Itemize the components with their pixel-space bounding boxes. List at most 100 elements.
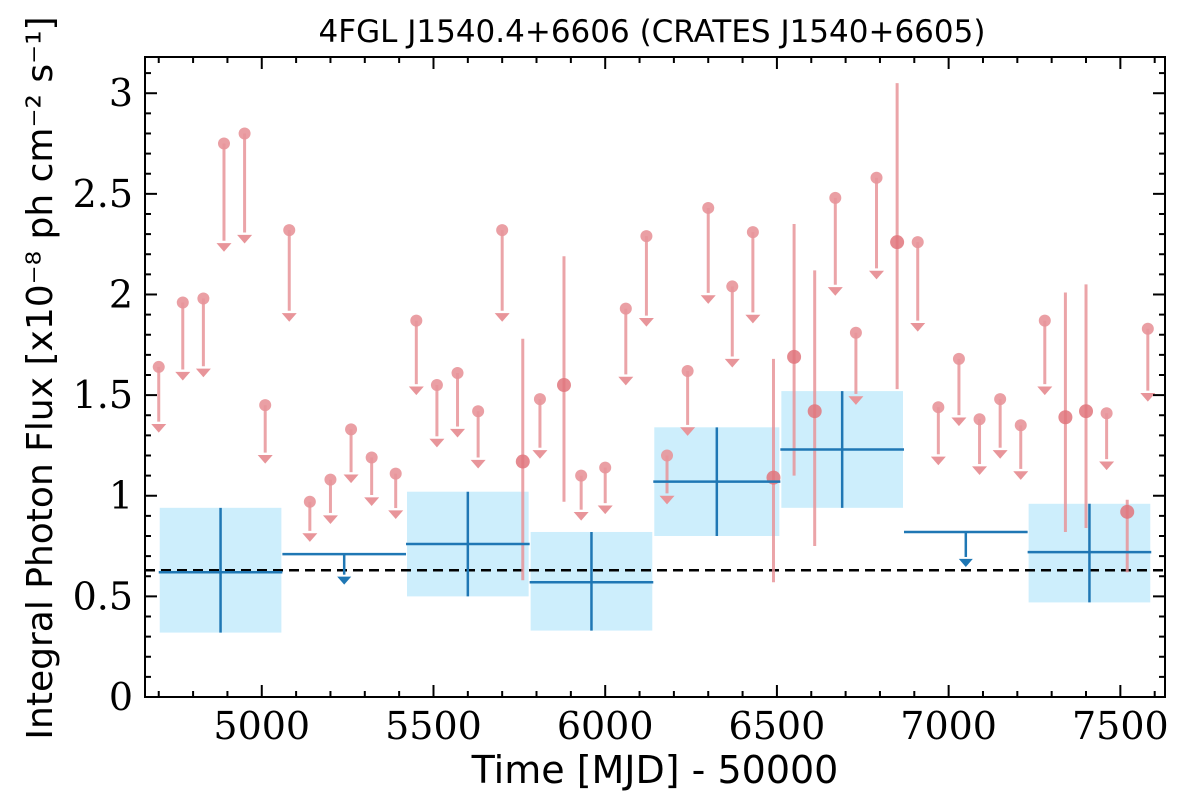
fine-upper-limit-arrow [869,270,885,280]
fine-detection-point [807,404,822,419]
fine-upper-limit-point [238,127,251,140]
fine-detection-point [1079,404,1094,419]
fine-upper-limit-point [681,364,694,377]
fine-upper-limit-arrow [429,438,445,448]
fine-upper-limit-point [911,236,924,249]
fine-upper-limit-point [702,201,715,214]
fine-upper-limit-arrow [237,234,253,244]
fine-upper-limit-point [451,366,464,379]
y-tick-label: 0.5 [73,574,133,618]
fine-upper-limit-arrow [659,495,675,505]
fine-upper-limit-arrow [951,417,967,427]
fine-detection-point [787,349,802,364]
fine-upper-limit-arrow [848,396,864,405]
x-tick-label: 5000 [213,704,310,748]
fine-upper-limit-point [152,360,165,373]
y-tick-label: 2 [109,272,133,316]
fine-upper-limit-arrow [638,318,654,327]
fine-upper-limit-point [472,405,485,418]
fine-upper-limit-point [410,314,423,327]
fine-upper-limit-arrow [910,322,926,332]
fine-upper-limit-arrow [408,386,424,396]
fine-upper-limit-point [746,226,759,239]
fine-upper-limit-point [829,191,842,204]
fine-upper-limit-point [599,461,612,474]
y-tick-label: 3 [109,71,133,115]
fine-upper-limit-arrow [573,512,589,521]
fine-detection-point [1058,410,1073,425]
fine-upper-limit-arrow [322,515,338,524]
fine-upper-limit-arrow [724,358,740,368]
fine-upper-limit-arrow [1099,461,1115,471]
fine-upper-limit-point [973,413,986,426]
fine-upper-limit-arrow [992,450,1008,459]
fine-upper-limit-arrow [195,368,211,378]
y-tick-label: 1 [109,474,133,518]
fine-upper-limit-point [496,224,509,237]
x-tick-label: 5500 [385,704,482,748]
fine-upper-limit-arrow [1140,393,1156,402]
plot-frame [144,56,1166,698]
y-tick-label: 1.5 [73,373,133,417]
x-tick-label: 6500 [729,704,826,748]
fine-upper-limit-point [1014,419,1027,432]
x-tick-label: 6000 [557,704,654,748]
fine-upper-limit-arrow [151,424,167,433]
fine-upper-limit-point [430,379,443,392]
fine-upper-limit-arrow [618,376,634,386]
fine-upper-limit-arrow [343,474,359,484]
fine-upper-limit-arrow [827,287,843,296]
fine-upper-limit-point [217,137,230,150]
fine-upper-limit-point [533,393,546,406]
y-tick-label: 2.5 [73,172,133,216]
y-axis-label: Integral Photon Flux [x10⁻⁸ ph cm⁻² s⁻¹] [20,16,61,739]
axes: 5000 5500 6000 6500 7000 7500 0 0.5 1 1.5 2 2.5 3 [73,57,1169,748]
fine-upper-limit-point [870,171,883,184]
fine-upper-limit-point [1141,322,1154,335]
fine-detection-point [890,235,905,250]
fine-upper-limit-point [932,401,945,414]
fine-upper-limit-arrow [930,456,946,466]
fine-upper-limit-arrow [494,313,510,322]
fine-upper-limit-point [661,449,674,462]
fine-upper-limit-point [324,473,337,486]
fine-upper-limit-point [1100,407,1113,420]
plot-area [145,83,1165,633]
x-tick-label: 7000 [900,704,997,748]
fine-upper-limit-point [197,292,210,305]
fine-upper-limit-arrow [700,295,716,304]
fine-upper-limit-arrow [388,510,404,520]
fine-upper-limit-point [389,467,402,480]
fine-upper-limit-arrow [745,314,761,324]
fine-upper-limit-arrow [1037,386,1053,396]
fine-upper-limit-point [176,296,189,309]
fine-upper-limit-arrow [450,428,466,438]
fine-upper-limit-point [994,393,1007,406]
fine-upper-limit-point [303,495,316,508]
fine-upper-limit-point [575,469,588,482]
fine-upper-limit-arrow [281,313,297,322]
x-axis-label: Time [MJD] - 50000 [471,748,839,792]
y-tick-label: 0 [109,675,133,719]
fine-upper-limit-arrow [216,243,232,252]
fine-upper-limit-arrow [680,427,696,436]
fine-upper-limit-point [952,352,965,365]
fine-upper-limit-arrow [1013,471,1029,480]
fine-upper-limit-point [640,230,653,243]
fine-upper-limit-point [345,423,358,436]
fine-detection-point [515,454,530,469]
fine-upper-limit-point [849,326,862,339]
fine-detection-point [556,378,571,393]
fine-upper-limit-arrow [972,466,988,476]
fine-upper-limit-arrow [532,450,548,459]
fine-upper-limit-point [365,451,378,464]
coarse-upper-limit-arrow [337,576,352,585]
fine-upper-limit-arrow [470,459,486,469]
fine-upper-limit-arrow [597,505,613,515]
fine-upper-limit-arrow [302,533,318,542]
x-tick-label: 7500 [1072,704,1169,748]
fine-upper-limit-point [1038,314,1051,327]
fine-detection-point [1120,504,1135,519]
coarse-upper-limit-arrow [958,558,973,567]
